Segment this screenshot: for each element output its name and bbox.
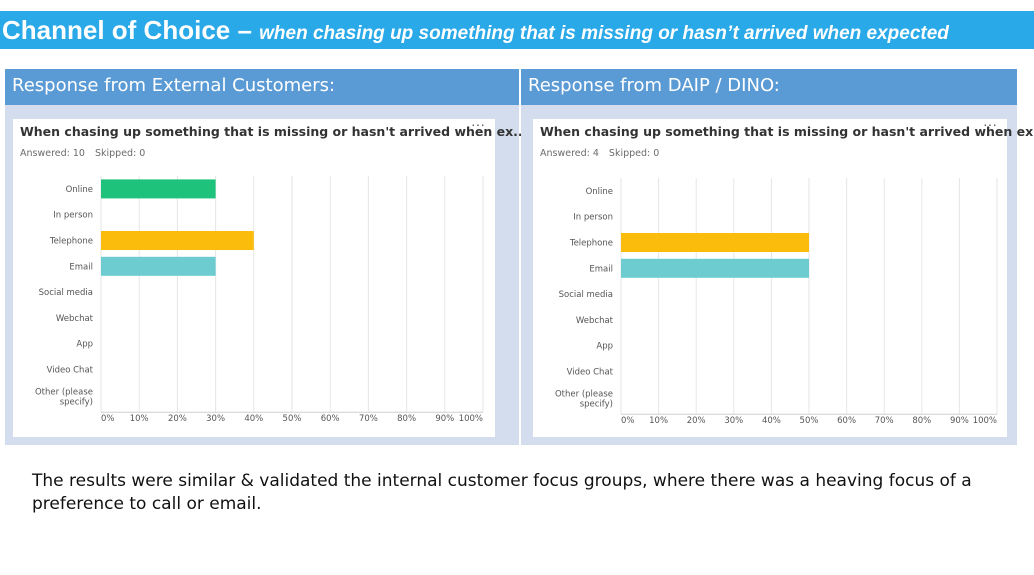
bar-email <box>621 258 809 278</box>
response-counts: Answered: 4 Skipped: 0 <box>540 148 669 159</box>
category-label: Social media <box>39 288 93 298</box>
x-tick-label: 70% <box>875 416 894 426</box>
category-label: Email <box>589 264 613 274</box>
x-tick-label: 90% <box>435 414 454 424</box>
x-tick-label: 90% <box>950 416 969 426</box>
x-tick-label: 10% <box>649 416 668 426</box>
category-label: Webchat <box>56 314 94 324</box>
category-label: App <box>76 340 93 350</box>
x-tick-label: 50% <box>283 414 302 424</box>
category-label: Other (please specify) <box>555 389 613 409</box>
x-tick-label: 100% <box>459 414 483 424</box>
title-bar: Channel of Choice – when chasing up some… <box>0 11 1034 49</box>
daip-dino-column: Response from DAIP / DINO: When chasing … <box>521 69 1034 445</box>
skipped-count: Skipped: 0 <box>608 148 660 159</box>
bar-email <box>101 256 216 276</box>
category-label: In person <box>53 211 93 221</box>
x-tick-label: 0% <box>101 414 115 424</box>
category-label: Video Chat <box>567 368 614 378</box>
x-tick-label: 60% <box>321 414 340 424</box>
column-heading-external: Response from External Customers: <box>12 75 336 96</box>
x-tick-label: 60% <box>837 416 856 426</box>
category-label: Online <box>66 185 93 195</box>
column-heading-daip: Response from DAIP / DINO: <box>528 75 780 96</box>
category-label: In person <box>573 213 613 223</box>
category-label: Online <box>586 187 613 197</box>
x-tick-label: 100% <box>973 416 997 426</box>
more-options-icon[interactable]: ··· <box>471 116 485 132</box>
comparison-table: Response from External Customers: When c… <box>5 69 1034 445</box>
x-tick-label: 80% <box>397 414 416 424</box>
question-title: When chasing up something that is missin… <box>540 124 1034 139</box>
x-tick-label: 20% <box>168 414 187 424</box>
x-tick-label: 50% <box>800 416 819 426</box>
x-tick-label: 40% <box>762 416 781 426</box>
slide-title: Channel of Choice – when chasing up some… <box>2 15 949 46</box>
category-label: Social media <box>559 290 613 300</box>
category-label: App <box>596 342 613 352</box>
category-label: Email <box>69 262 93 272</box>
survey-chart-panel-daip: When chasing up something that is missin… <box>533 116 1034 437</box>
x-tick-label: 20% <box>687 416 706 426</box>
category-label: Webchat <box>576 316 614 326</box>
category-label: Video Chat <box>47 366 94 376</box>
skipped-count: Skipped: 0 <box>94 148 146 159</box>
title-subtitle: when chasing up something that is missin… <box>259 23 949 44</box>
bar-chart-external: 0% 10% 20% 30% 40% 50% 60% 70% 80% 90% 100% Online I… <box>35 176 484 424</box>
bar-chart-daip: 0% 10% 20% 30% 40% 50% 60% 70% 80% 90% 100% Online I… <box>555 178 998 426</box>
answered-count: Answered: 10 <box>20 148 85 159</box>
x-tick-label: 30% <box>724 416 743 426</box>
summary-text: The results were similar & validated the… <box>32 471 972 514</box>
x-tick-label: 10% <box>130 414 149 424</box>
category-label: Telephone <box>49 237 93 247</box>
category-label: Telephone <box>569 239 613 249</box>
column-header-daip: Response from DAIP / DINO: <box>521 69 1017 105</box>
bar-online <box>101 179 216 199</box>
answered-count: Answered: 4 <box>540 148 599 159</box>
bar-telephone <box>621 233 809 252</box>
x-tick-label: 30% <box>206 414 225 424</box>
external-customers-column: Response from External Customers: When c… <box>5 69 527 445</box>
title-main-text: Channel of Choice – <box>2 15 252 45</box>
response-counts: Answered: 10 Skipped: 0 <box>20 148 155 159</box>
survey-chart-panel-external: When chasing up something that is missin… <box>13 116 527 437</box>
bar-telephone <box>101 231 254 250</box>
x-tick-label: 40% <box>244 414 263 424</box>
x-tick-label: 0% <box>621 416 635 426</box>
x-tick-label: 80% <box>912 416 931 426</box>
question-title: When chasing up something that is missin… <box>20 124 528 139</box>
more-options-icon[interactable]: ··· <box>983 116 997 132</box>
x-tick-label: 70% <box>359 414 378 424</box>
category-label: Other (please specify) <box>35 387 93 407</box>
column-header-external: Response from External Customers: <box>5 69 519 105</box>
